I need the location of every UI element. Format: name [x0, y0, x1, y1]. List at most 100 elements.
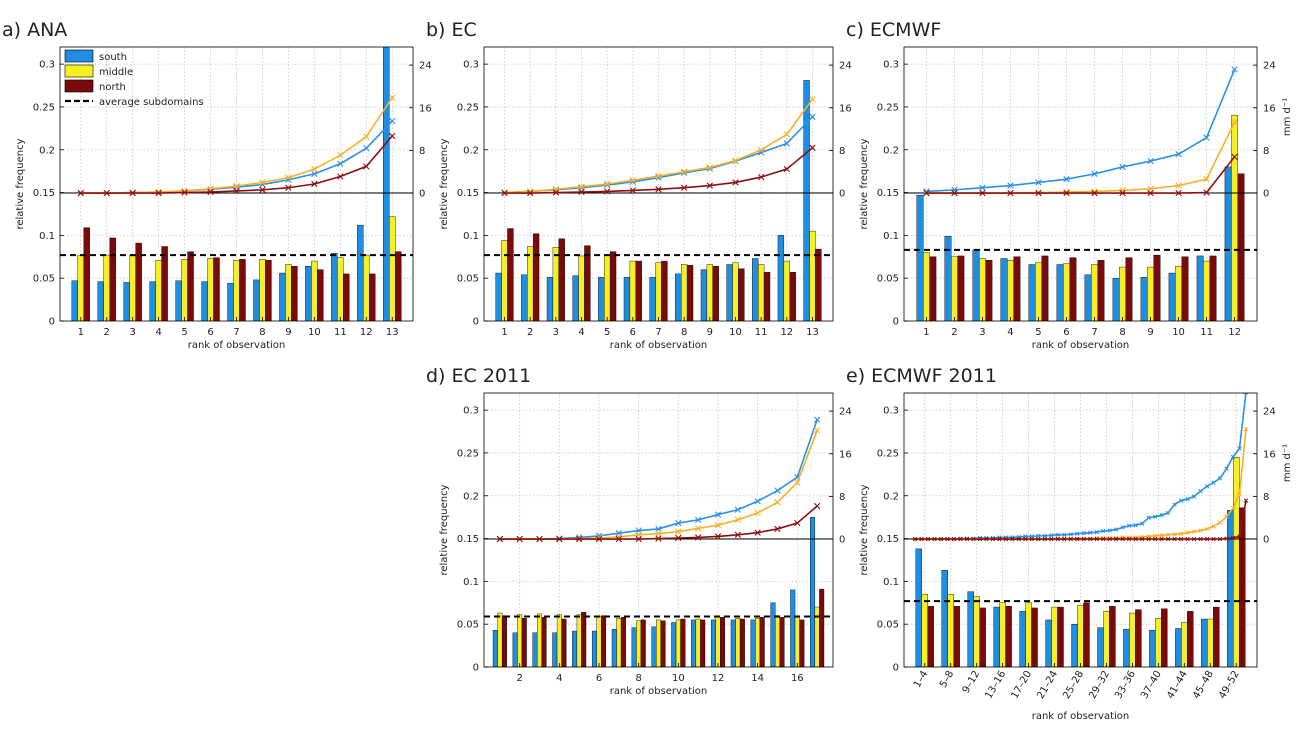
bar-south-2	[97, 281, 104, 321]
panel-title: c) ECMWF	[846, 19, 941, 41]
bar-middle-11	[337, 257, 344, 321]
marker-middle-11	[694, 525, 702, 532]
bar-middle-10	[1175, 266, 1182, 321]
marker-north-3	[979, 189, 986, 197]
marker-south-9	[1147, 157, 1154, 165]
marker-north-12	[783, 165, 790, 173]
bar-south-2	[512, 632, 518, 667]
marker-north-8	[958, 536, 963, 542]
bar-middle-1	[921, 594, 928, 667]
y-axis-label: relative frequency	[439, 138, 450, 229]
right-tick-label: 24	[839, 407, 852, 418]
bar-middle-12	[783, 260, 790, 321]
marker-middle-40	[1165, 532, 1171, 537]
bars	[71, 47, 402, 321]
marker-north-24	[1062, 536, 1067, 542]
bar-south-7	[1084, 274, 1092, 321]
marker-middle-16	[794, 479, 801, 486]
left-tick-label: 0.3	[463, 406, 479, 417]
bar-south-5	[175, 280, 182, 321]
marker-middle-9	[706, 164, 714, 171]
bar-south-13	[730, 619, 736, 667]
right-tick-label: 16	[839, 449, 852, 460]
marker-south-11	[337, 160, 344, 167]
left-tick-label: 0	[473, 317, 479, 328]
bar-middle-2	[951, 256, 958, 321]
bar-south-1	[915, 548, 922, 667]
bar-south-1	[71, 280, 78, 321]
x-tick-label: 6	[596, 673, 602, 684]
marker-north-9	[964, 536, 970, 542]
marker-north-1	[912, 536, 918, 542]
x-tick-label: 1–4	[912, 669, 930, 690]
y2-axis-label: mm d⁻¹	[1282, 444, 1293, 482]
marker-north-42	[1178, 536, 1184, 542]
marker-north-5	[181, 189, 188, 196]
x-tick-label: 29–32	[1087, 669, 1112, 701]
marker-south-5	[1035, 179, 1042, 186]
bar-middle-6	[207, 258, 214, 321]
panel-title: e) ECMWF 2011	[846, 365, 997, 387]
x-tick-label: 4	[1007, 327, 1013, 338]
bar-north-5	[187, 251, 194, 321]
x-tick-label: 6	[630, 327, 636, 338]
bar-north-17	[819, 588, 825, 667]
bar-south-4	[1000, 258, 1008, 321]
line-middle	[499, 430, 818, 540]
bar-middle-1	[922, 252, 930, 321]
marker-south-48	[1217, 476, 1223, 481]
bar-middle-1	[77, 254, 84, 321]
bar-middle-1	[497, 612, 503, 667]
bar-north-11	[763, 271, 771, 321]
marker-north-3	[552, 189, 560, 196]
x-tick-label: 17–20	[1009, 669, 1034, 701]
x-tick-label: 3	[553, 327, 559, 338]
x-tick-label: 11	[755, 327, 768, 338]
bar-middle-14	[755, 617, 761, 667]
marker-south-47	[1211, 480, 1216, 485]
marker-north-13	[389, 132, 396, 140]
x-tick-label: 9	[285, 327, 291, 338]
marker-north-10	[311, 180, 318, 188]
bar-middle-10	[675, 619, 681, 667]
bar-middle-12	[1231, 115, 1239, 321]
marker-north-39	[1159, 536, 1164, 542]
marker-south-35	[1133, 523, 1138, 528]
bar-middle-11	[1203, 260, 1210, 321]
bar-north-7	[1097, 260, 1105, 321]
bar-north-8	[640, 619, 646, 667]
marker-north-2	[527, 189, 534, 197]
left-tick-label: 0	[893, 317, 899, 328]
marker-north-13	[990, 536, 996, 542]
marker-north-11	[977, 536, 983, 542]
x-tick-label: 5	[181, 327, 187, 338]
x-tick-label: 10	[308, 327, 321, 338]
legend-swatch-north	[64, 79, 94, 93]
bar-middle-15	[774, 615, 780, 667]
x-tick-label: 13	[386, 327, 399, 338]
marker-north-36	[1139, 536, 1145, 542]
bar-middle-7	[1077, 605, 1084, 667]
bar-middle-4	[578, 255, 585, 321]
x-tick-label: 2	[527, 327, 533, 338]
marker-middle-44	[1191, 529, 1197, 534]
marker-south-28	[1088, 530, 1093, 535]
bar-middle-7	[233, 260, 240, 321]
right-tick-label: 24	[839, 61, 852, 72]
bar-south-17	[810, 516, 816, 667]
right-tick-label: 24	[419, 61, 432, 72]
x-tick-label: 5–8	[938, 669, 956, 690]
bar-north-13	[395, 251, 402, 321]
marker-north-40	[1165, 536, 1171, 542]
marker-north-1	[496, 535, 504, 543]
x-tick-label: 2	[104, 327, 110, 338]
bar-middle-6	[1051, 606, 1058, 667]
marker-middle-39	[1159, 533, 1164, 538]
x-tick-label: 4	[578, 327, 584, 338]
marker-north-18	[1023, 536, 1028, 542]
marker-middle-6	[595, 534, 603, 542]
x-tick-label: 11	[334, 327, 347, 338]
bars	[492, 516, 825, 667]
bar-south-11	[752, 258, 759, 321]
